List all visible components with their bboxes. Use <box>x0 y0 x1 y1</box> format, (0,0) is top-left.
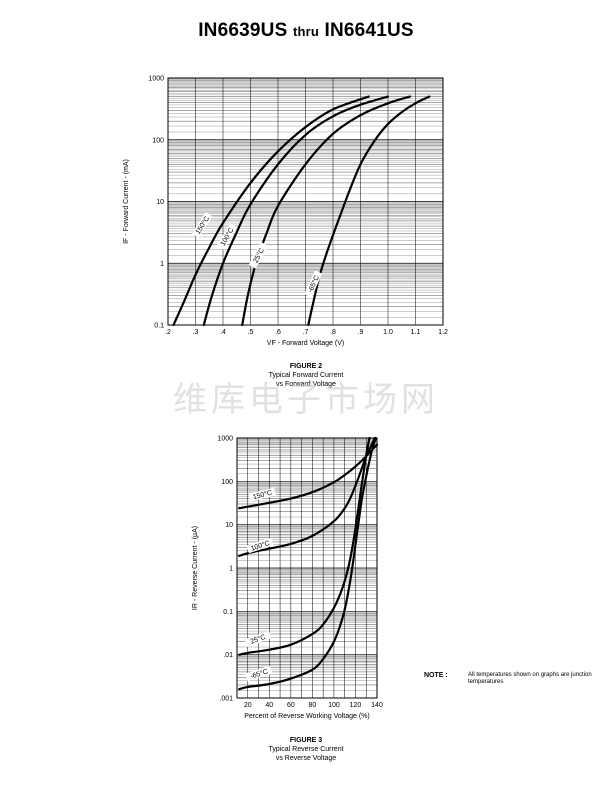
y-tick-label: 10 <box>156 199 164 206</box>
x-axis-label: VF - Forward Voltage (V) <box>267 340 344 347</box>
x-tick-label: .2 <box>165 329 171 336</box>
y-tick-label: .001 <box>219 696 233 703</box>
y-tick-label: 100 <box>152 137 164 144</box>
figure-2-line-1: Typical Forward Current <box>268 372 344 379</box>
page-title: IN6639US thru IN6641US <box>0 20 612 42</box>
x-tick-label: .9 <box>358 329 364 336</box>
curve-label-bg <box>191 211 213 239</box>
x-tick-label: 120 <box>350 702 362 709</box>
figure-3-title: FIGURE 3 <box>289 737 323 744</box>
title-part-1: IN6639US <box>198 20 288 41</box>
plot-frame <box>236 437 378 699</box>
x-tick-label: 20 <box>244 702 252 709</box>
y-tick-label: 10 <box>225 522 233 529</box>
series-line-3 <box>238 436 377 691</box>
forward-current-chart: 0.1 1 10 100 1000 .2 .3 .4 .5 .6 .7 .8 .9 1.0 1.1 1.2 VF… <box>123 76 448 348</box>
grid <box>236 438 378 699</box>
reverse-current-chart: .001 .01 0.1 1 10 100 1000 20 40 60 80 100 120 140Per… <box>192 436 383 721</box>
x-tick-label: 1.1 <box>411 329 421 336</box>
figure-3-line-2: vs Reverse Voltage <box>275 755 337 762</box>
series-line-3 <box>307 95 431 327</box>
y-tick-label: 1000 <box>148 76 164 83</box>
figure-3-line-1: Typical Reverse Current <box>268 746 344 753</box>
y-axis-label: IF - Forward Current - (mA) <box>123 159 130 244</box>
x-axis-label: Percent of Reverse Working Voltage (%) <box>244 713 370 720</box>
x-tick-label: 60 <box>287 702 295 709</box>
grid <box>167 78 444 326</box>
watermark: 维库电子市场网 <box>173 380 439 420</box>
series-line-0 <box>172 95 370 327</box>
x-tick-label: .3 <box>193 329 199 336</box>
x-tick-label: .8 <box>330 329 336 336</box>
x-tick-label: 100 <box>328 702 340 709</box>
note-text: All temperatures shown on graphs are jun… <box>468 672 592 685</box>
x-tick-label: .5 <box>248 329 254 336</box>
curve-label-bg <box>246 537 274 554</box>
curve-label-bg <box>244 630 272 648</box>
x-tick-label: 40 <box>265 702 273 709</box>
y-tick-label: 0.1 <box>154 323 164 330</box>
curve-label: -65°C <box>306 274 321 294</box>
y-tick-label: 0.1 <box>223 609 233 616</box>
figure-3-caption: FIGURE 3 Typical Reverse Current vs Reve… <box>250 736 362 763</box>
x-tick-label: .6 <box>275 329 281 336</box>
title-part-2: IN6641US <box>324 20 414 41</box>
curve-label-bg <box>248 487 276 502</box>
note-label: NOTE : <box>424 672 448 679</box>
curve-label-bg <box>245 665 273 682</box>
y-tick-label: 1 <box>229 566 233 573</box>
x-tick-label: 140 <box>371 702 383 709</box>
figure-2-title: FIGURE 2 <box>289 363 323 370</box>
x-tick-label: 1.0 <box>383 329 393 336</box>
x-tick-label: 1.2 <box>438 329 448 336</box>
series-line-2 <box>241 95 412 327</box>
y-tick-label: .01 <box>223 652 233 659</box>
figure-2-caption: FIGURE 2 Typical Forward Current vs Forw… <box>250 362 362 389</box>
y-tick-label: 100 <box>221 479 233 486</box>
figure-2-line-2: vs Forward Voltage <box>276 381 336 388</box>
title-thru: thru <box>292 24 320 39</box>
x-tick-label: .7 <box>303 329 309 336</box>
plot-frame <box>167 77 444 326</box>
curve-label-bg <box>248 241 268 269</box>
x-tick-label: 80 <box>308 702 316 709</box>
series-line-1 <box>202 95 390 327</box>
curve-label: 150°C <box>194 215 211 236</box>
series-line-2 <box>238 436 371 656</box>
x-tick-label: .4 <box>220 329 226 336</box>
y-tick-label: 1 <box>160 261 164 268</box>
y-axis-label: IR - Reverse Current - (µA) <box>192 526 199 610</box>
curve-label-bg <box>304 270 323 298</box>
y-tick-label: 1000 <box>217 436 233 443</box>
curve-label-bg <box>216 223 237 250</box>
